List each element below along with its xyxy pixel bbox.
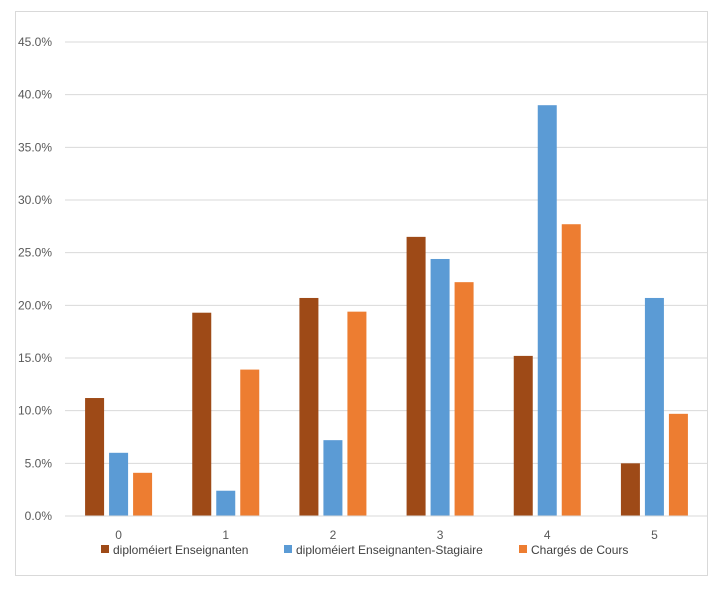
y-tick-label: 40.0% (18, 88, 52, 102)
y-tick-label: 35.0% (18, 140, 52, 154)
gridlines (65, 41, 708, 464)
bar-0-0 (85, 398, 105, 516)
legend: diploméiert Enseignanten diploméiert Ense… (101, 543, 628, 557)
x-tick-label: 0 (115, 528, 122, 542)
x-axis-ticks: 0 1 2 3 4 5 (115, 528, 658, 542)
legend-label: diploméiert Enseignanten-Stagiaire (296, 543, 483, 557)
y-tick-label: 20.0% (18, 298, 52, 312)
bar-1-2 (323, 440, 343, 516)
bar-0-1 (192, 312, 212, 516)
y-axis-ticks: 0.0% 5.0% 10.0% 15.0% 20.0% 25.0% 30.0% 35.0% 40… (18, 35, 52, 523)
y-tick-label: 45.0% (18, 35, 52, 49)
bar-1-0 (109, 452, 129, 516)
bars (85, 105, 688, 516)
bar-1-1 (216, 490, 236, 516)
x-tick-label: 1 (222, 528, 229, 542)
legend-label: diploméiert Enseignanten (113, 543, 248, 557)
bar-0-5 (620, 463, 640, 516)
x-tick-label: 5 (651, 528, 658, 542)
bar-2-0 (133, 472, 153, 516)
y-tick-label: 25.0% (18, 246, 52, 260)
legend-label: Chargés de Cours (531, 543, 628, 557)
bar-0-4 (513, 355, 533, 516)
y-tick-label: 0.0% (25, 509, 53, 523)
bar-1-5 (644, 297, 664, 516)
legend-swatch (284, 545, 292, 553)
bar-2-5 (668, 413, 688, 516)
y-tick-label: 10.0% (18, 404, 52, 418)
y-tick-label: 15.0% (18, 351, 52, 365)
bar-2-2 (347, 311, 367, 516)
bar-2-1 (240, 369, 260, 516)
bar-0-3 (406, 236, 426, 516)
y-tick-label: 5.0% (25, 456, 53, 470)
x-tick-label: 2 (330, 528, 337, 542)
bar-1-3 (430, 258, 450, 516)
bar-1-4 (537, 105, 557, 516)
bar-0-2 (299, 297, 319, 516)
legend-swatch (101, 545, 109, 553)
bar-2-4 (561, 224, 581, 516)
bar-2-3 (454, 282, 474, 516)
x-tick-label: 4 (544, 528, 551, 542)
x-tick-label: 3 (437, 528, 444, 542)
legend-swatch (519, 545, 527, 553)
y-tick-label: 30.0% (18, 193, 52, 207)
